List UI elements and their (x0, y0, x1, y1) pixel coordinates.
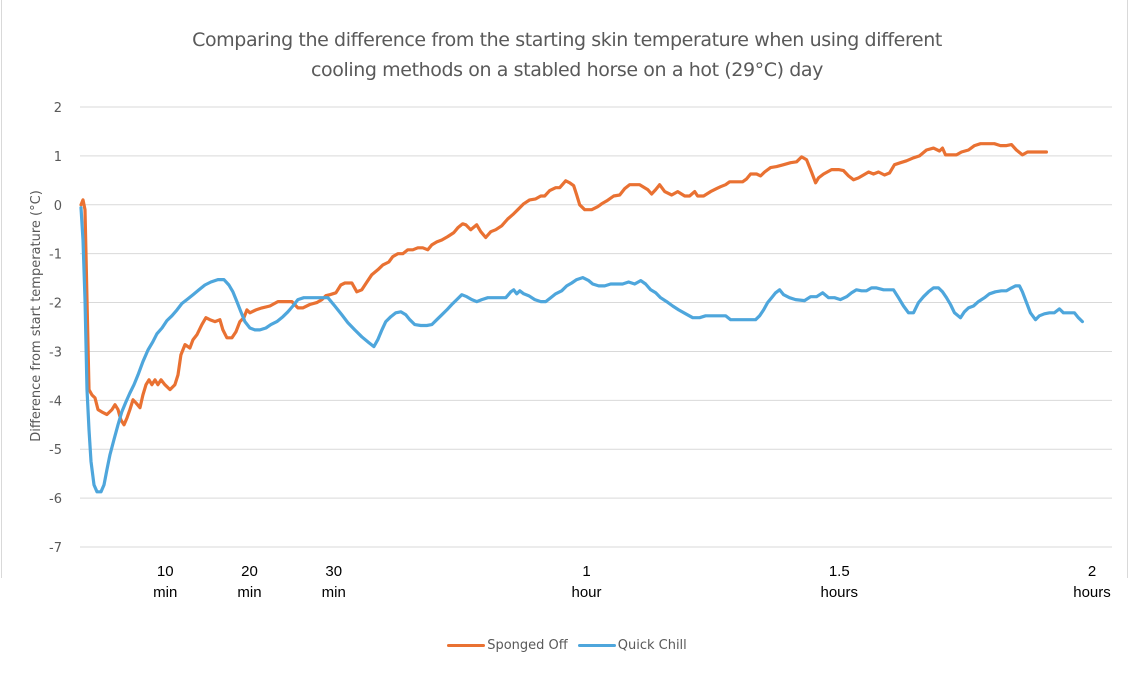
legend: Sponged Off Quick Chill (0, 638, 1134, 653)
legend-item-quick-chill: Quick Chill (577, 638, 687, 653)
series-line-quick-chill (79, 206, 1084, 494)
x-tick-label: 2 hours (1073, 563, 1111, 601)
y-tick-label: -7 (49, 541, 62, 556)
x-tick-label: 30 min (322, 563, 346, 601)
y-tick-label: 0 (54, 199, 62, 214)
chart-frame-left-border (1, 0, 2, 578)
y-axis-label: Difference from start temperature (°C) (29, 190, 44, 442)
legend-swatch-sponged-off (447, 644, 486, 647)
chart-title-line-1: Comparing the difference from the starti… (192, 29, 942, 51)
gridlines (80, 106, 1112, 548)
y-tick-label: -2 (49, 297, 62, 312)
y-tick-label: 2 (54, 101, 62, 116)
chart-title-line-2: cooling methods on a stabled horse on a … (310, 59, 824, 81)
x-tick-label: 1 hour (571, 563, 601, 601)
y-tick-label: -5 (49, 443, 62, 458)
y-tick-label: -6 (49, 492, 62, 507)
x-tick-label: 1.5 hours (820, 563, 858, 601)
y-tick-label: -3 (49, 345, 62, 360)
x-axis-tick-labels: 10 min 20 min 30 min 1 hour 1.5 hours 2 hours (153, 563, 1111, 601)
x-tick-label: 20 min (237, 563, 261, 601)
y-tick-label: -1 (49, 248, 62, 263)
y-axis-tick-labels: 2 1 0 -1 -2 -3 -4 -5 -6 -7 (49, 101, 62, 556)
series-lines (79, 142, 1084, 494)
legend-label-sponged-off: Sponged Off (487, 638, 568, 653)
x-tick-label: 10 min (153, 563, 177, 601)
chart-frame-right-border (1127, 0, 1128, 578)
legend-swatch-quick-chill (577, 644, 616, 647)
chart-title: Comparing the difference from the starti… (0, 25, 1134, 85)
series-line-sponged-off (79, 142, 1048, 427)
y-tick-label: 1 (54, 150, 62, 165)
y-tick-label: -4 (49, 394, 62, 409)
legend-item-sponged-off: Sponged Off (447, 638, 568, 653)
legend-label-quick-chill: Quick Chill (617, 638, 687, 653)
